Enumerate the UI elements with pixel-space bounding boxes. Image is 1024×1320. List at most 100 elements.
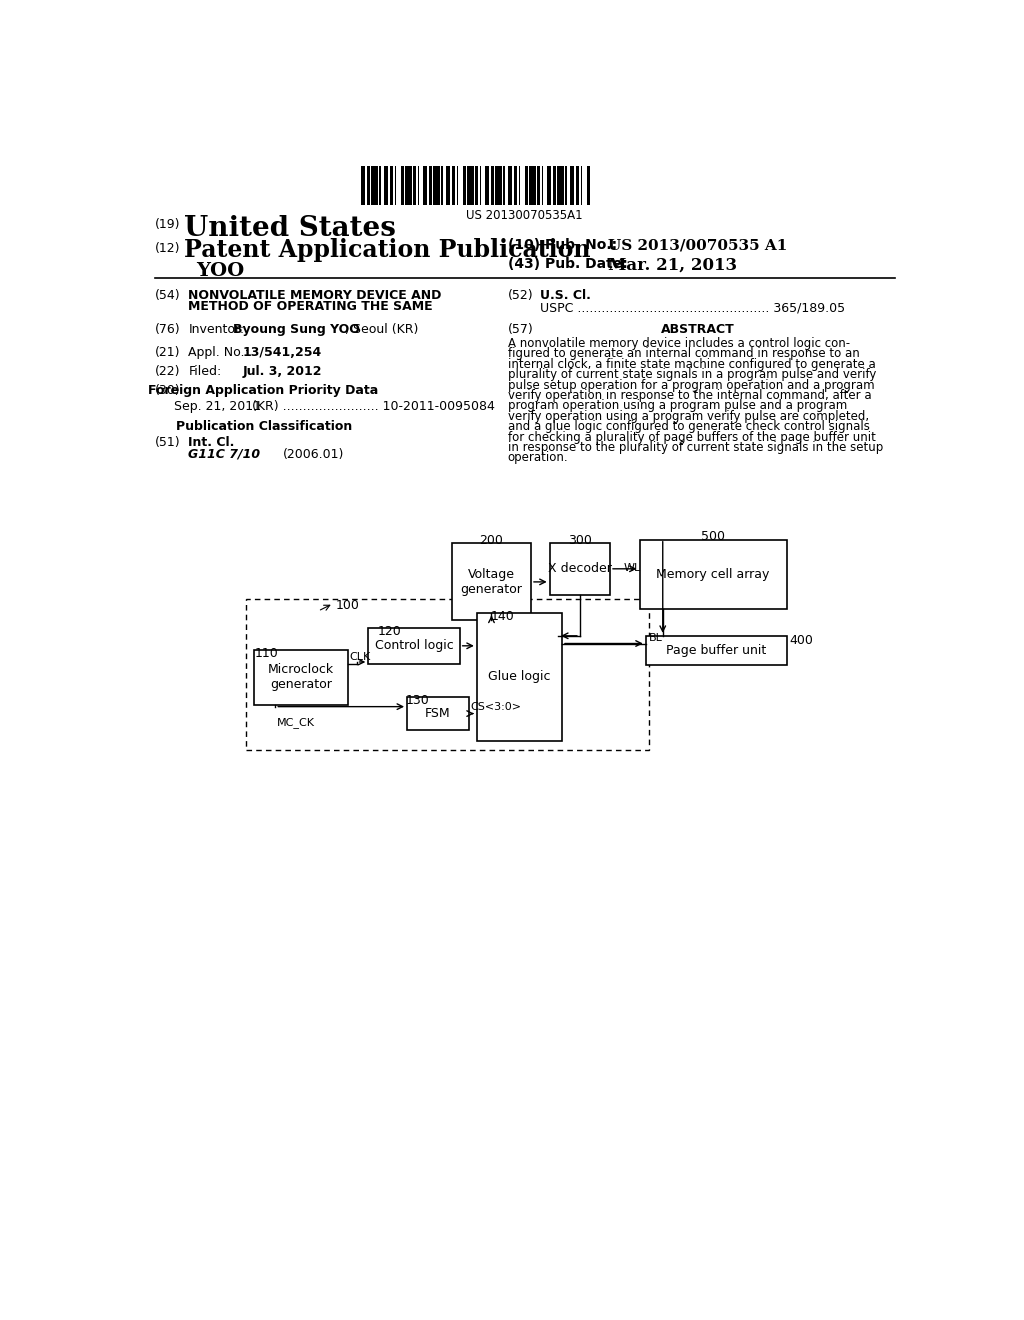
Text: METHOD OF OPERATING THE SAME: METHOD OF OPERATING THE SAME [188,300,433,313]
Bar [400,166,403,205]
Bar [432,166,433,205]
Bar [536,166,538,205]
Text: FSM: FSM [425,708,451,721]
Text: Inventor:: Inventor: [188,323,245,337]
Bar [542,166,544,205]
Bar [378,166,379,205]
Text: (51): (51) [155,436,181,449]
Bar [420,166,423,205]
Bar [565,166,566,205]
Bar [512,166,514,205]
Text: for checking a plurality of page buffers of the page buffer unit: for checking a plurality of page buffers… [508,430,876,444]
Text: 200: 200 [479,535,504,548]
Text: (76): (76) [155,323,181,337]
Bar [467,166,474,205]
Text: 110: 110 [255,647,279,660]
Bar [429,166,432,205]
Bar [417,166,418,205]
Bar [505,166,508,205]
Bar [550,543,610,595]
Bar [423,166,427,205]
Text: 100: 100 [336,599,359,612]
Text: Byoung Sung YOO: Byoung Sung YOO [233,323,360,337]
Text: and a glue logic configured to generate check control signals: and a glue logic configured to generate … [508,420,869,433]
Text: G11C 7/10: G11C 7/10 [188,447,260,461]
Bar [458,166,463,205]
Bar [457,166,458,205]
Bar [384,166,388,205]
Bar [372,166,378,205]
Bar [463,166,466,205]
Bar [246,599,649,750]
Bar [412,166,414,205]
Bar [575,166,579,205]
Text: Control logic: Control logic [375,639,454,652]
Bar [557,166,563,205]
Bar [427,166,429,205]
Bar [524,166,528,205]
Bar [388,166,390,205]
Text: (12): (12) [155,242,180,255]
Bar [370,166,372,205]
Bar [518,166,520,205]
Bar [574,166,575,205]
Bar [474,166,475,205]
Bar [528,166,529,205]
Text: WL: WL [624,564,641,573]
Bar [254,649,348,705]
Bar [566,166,569,205]
Bar [396,166,400,205]
Bar [640,540,786,609]
Text: Voltage
generator: Voltage generator [461,568,522,595]
Text: Patent Application Publication: Patent Application Publication [183,239,590,263]
Text: 13/541,254: 13/541,254 [243,346,322,359]
Bar [367,166,370,205]
Bar [394,166,396,205]
Text: (19): (19) [155,218,180,231]
Text: (21): (21) [155,346,180,359]
Text: Publication Classification: Publication Classification [175,420,352,433]
Bar [480,166,481,205]
Bar [381,166,384,205]
Text: US 2013/0070535 A1: US 2013/0070535 A1 [608,239,787,252]
Bar [569,166,574,205]
Text: (2006.01): (2006.01) [283,447,344,461]
Bar [452,544,531,620]
Bar [529,166,536,205]
Bar [477,612,562,741]
Bar [445,166,451,205]
Bar [508,166,512,205]
Text: Microclock
generator: Microclock generator [267,664,334,692]
Text: BL: BL [649,634,663,643]
Bar [517,166,518,205]
Text: US 20130070535A1: US 20130070535A1 [467,209,583,222]
Bar [366,166,367,205]
Bar [484,166,489,205]
Text: 140: 140 [490,610,514,623]
Bar [520,166,525,205]
Bar [390,166,393,205]
Text: CLK: CLK [349,652,371,663]
Text: pulse setup operation for a program operation and a program: pulse setup operation for a program oper… [508,379,874,392]
Text: Glue logic: Glue logic [488,671,551,684]
Bar [503,166,505,205]
Bar [541,166,542,205]
Bar [379,166,381,205]
Bar [451,166,452,205]
Bar [442,166,445,205]
Bar [490,166,494,205]
Bar [439,166,441,205]
Bar [466,166,467,205]
Bar [551,166,553,205]
Text: , Seoul (KR): , Seoul (KR) [345,323,419,337]
Bar [563,166,565,205]
Bar [514,166,517,205]
Text: 120: 120 [378,626,401,638]
Text: in response to the plurality of current state signals in the setup: in response to the plurality of current … [508,441,883,454]
Bar [403,166,406,205]
Bar [590,166,592,205]
Text: (KR) ........................ 10-2011-0095084: (KR) ........................ 10-2011-00… [252,400,495,413]
Text: U.S. Cl.: U.S. Cl. [541,289,591,302]
Bar [556,166,557,205]
Text: CS<3:0>: CS<3:0> [471,702,521,711]
